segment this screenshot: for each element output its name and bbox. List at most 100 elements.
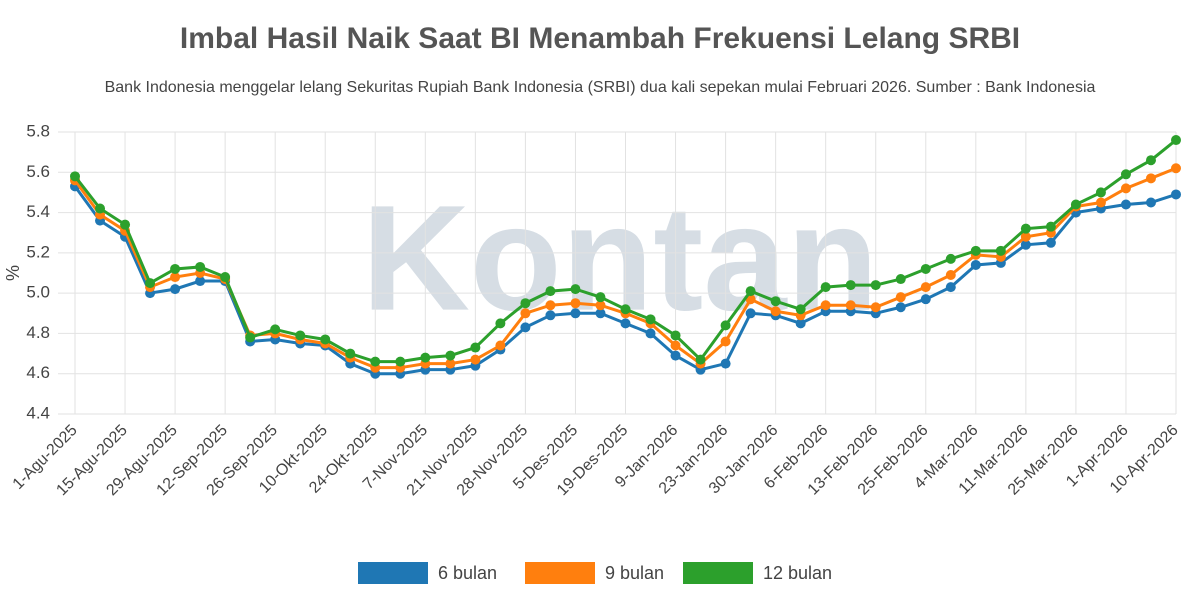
- data-point: [520, 322, 531, 333]
- data-point: [120, 219, 131, 230]
- legend-label: 12 bulan: [763, 563, 832, 583]
- data-point: [545, 300, 556, 311]
- y-tick-label: 5.0: [26, 283, 50, 302]
- data-point: [1120, 183, 1131, 194]
- data-point: [1070, 199, 1081, 210]
- data-point: [670, 330, 681, 341]
- data-point: [945, 270, 956, 281]
- y-tick-label: 5.2: [26, 242, 50, 261]
- data-point: [520, 298, 531, 309]
- data-point: [445, 350, 456, 361]
- data-point: [720, 358, 731, 369]
- data-point: [1171, 163, 1181, 174]
- data-point: [570, 308, 581, 319]
- data-point: [495, 318, 506, 329]
- data-point: [1120, 199, 1131, 210]
- y-tick-label: 4.4: [26, 403, 50, 422]
- data-point: [270, 324, 281, 335]
- data-point: [470, 354, 481, 365]
- data-point: [170, 263, 181, 274]
- data-point: [845, 280, 856, 291]
- data-point: [1145, 197, 1156, 208]
- data-point: [170, 272, 181, 283]
- data-point: [670, 340, 681, 351]
- data-point: [245, 332, 256, 343]
- data-point: [970, 259, 981, 270]
- data-point: [595, 300, 606, 311]
- data-point: [1095, 197, 1106, 208]
- data-point: [470, 342, 481, 353]
- data-point: [670, 350, 681, 361]
- data-point: [770, 296, 781, 307]
- data-point: [1095, 187, 1106, 198]
- data-point: [595, 308, 606, 319]
- data-point: [545, 286, 556, 297]
- data-point: [445, 358, 456, 369]
- data-point: [1045, 221, 1056, 232]
- data-point: [395, 356, 406, 367]
- data-point: [570, 298, 581, 309]
- y-axis-label: %: [3, 265, 23, 281]
- data-point: [920, 282, 931, 293]
- y-tick-label: 4.6: [26, 363, 50, 382]
- data-point: [720, 320, 731, 331]
- data-point: [420, 352, 431, 363]
- data-point: [695, 354, 706, 365]
- data-point: [520, 308, 531, 319]
- data-point: [820, 300, 831, 311]
- data-point: [870, 302, 881, 313]
- data-point: [745, 286, 756, 297]
- data-point: [1020, 239, 1031, 250]
- data-point: [895, 274, 906, 285]
- data-point: [170, 284, 181, 295]
- data-point: [1145, 173, 1156, 184]
- data-point: [95, 203, 106, 214]
- y-tick-label: 4.8: [26, 323, 50, 342]
- chart-subtitle: Bank Indonesia menggelar lelang Sekurita…: [105, 79, 1096, 96]
- data-point: [1171, 189, 1181, 200]
- legend-swatch: [525, 562, 595, 584]
- data-point: [295, 330, 306, 341]
- data-point: [1145, 155, 1156, 166]
- legend-swatch: [358, 562, 428, 584]
- data-point: [1020, 231, 1031, 242]
- data-point: [195, 261, 206, 272]
- y-tick-label: 5.8: [26, 121, 50, 140]
- data-point: [1171, 135, 1181, 146]
- data-point: [1020, 223, 1031, 234]
- y-tick-label: 5.4: [26, 202, 50, 221]
- data-point: [870, 280, 881, 291]
- data-point: [220, 272, 231, 283]
- data-point: [795, 318, 806, 329]
- data-point: [370, 356, 381, 367]
- data-point: [1045, 237, 1056, 248]
- data-point: [895, 292, 906, 303]
- data-point: [945, 253, 956, 264]
- data-point: [70, 171, 80, 182]
- chart-title: Imbal Hasil Naik Saat BI Menambah Frekue…: [180, 22, 1020, 55]
- data-point: [645, 314, 656, 325]
- data-point: [320, 334, 331, 345]
- data-point: [920, 294, 931, 305]
- data-point: [995, 245, 1006, 256]
- data-point: [720, 336, 731, 347]
- data-point: [820, 282, 831, 293]
- data-point: [770, 306, 781, 317]
- data-point: [620, 304, 631, 315]
- data-point: [570, 284, 581, 295]
- legend-swatch: [683, 562, 753, 584]
- data-point: [545, 310, 556, 321]
- data-point: [620, 318, 631, 329]
- data-point: [845, 300, 856, 311]
- data-point: [945, 282, 956, 293]
- data-point: [645, 328, 656, 339]
- data-point: [920, 263, 931, 274]
- data-point: [1120, 169, 1131, 180]
- legend-label: 6 bulan: [438, 563, 497, 583]
- data-point: [970, 245, 981, 256]
- data-point: [495, 340, 506, 351]
- legend-label: 9 bulan: [605, 563, 664, 583]
- y-tick-label: 5.6: [26, 162, 50, 181]
- data-point: [195, 276, 206, 287]
